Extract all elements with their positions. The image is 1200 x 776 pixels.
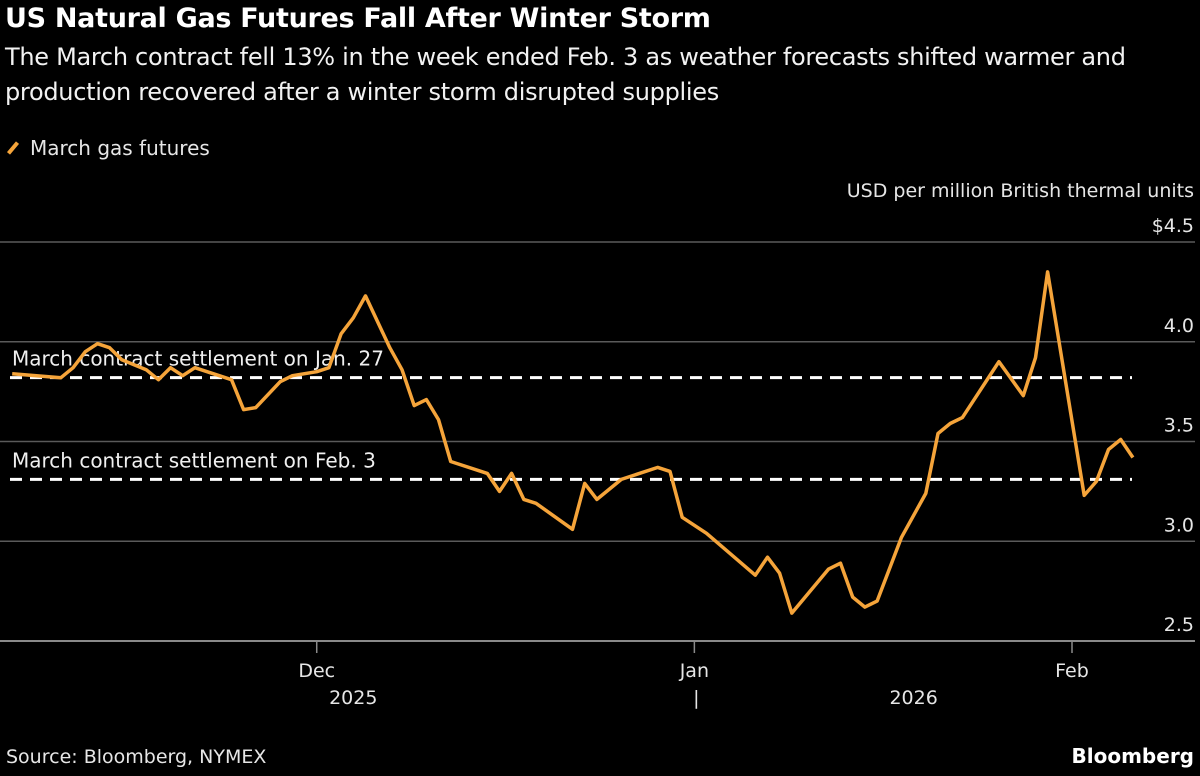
series-line xyxy=(12,270,1135,615)
brand-logo: Bloomberg xyxy=(1071,744,1194,768)
x-tick-label: Jan xyxy=(679,660,709,682)
year-label: 2025 xyxy=(329,687,377,709)
reference-line-label: March contract settlement on Feb. 3 xyxy=(12,448,376,472)
year-label: 2026 xyxy=(889,687,937,709)
chart-subtitle: The March contract fell 13% in the week … xyxy=(5,43,1126,106)
x-tick-label: Feb xyxy=(1055,660,1089,682)
source-note: Source: Bloomberg, NYMEX xyxy=(6,746,267,768)
x-tick-label: Dec xyxy=(298,660,335,682)
legend: March gas futures xyxy=(6,136,210,160)
y-tick-label: 3.5 xyxy=(1164,415,1194,437)
legend-label: March gas futures xyxy=(30,136,210,160)
y-tick-label: 4.0 xyxy=(1164,315,1194,337)
y-tick-label: 2.5 xyxy=(1164,614,1194,636)
y-tick-label: 3.0 xyxy=(1164,514,1194,536)
y-axis-label: USD per million British thermal units xyxy=(846,180,1194,202)
y-tick-label: $4.5 xyxy=(1152,215,1194,237)
year-separator: | xyxy=(693,687,699,709)
chart-title: US Natural Gas Futures Fall After Winter… xyxy=(5,3,711,34)
